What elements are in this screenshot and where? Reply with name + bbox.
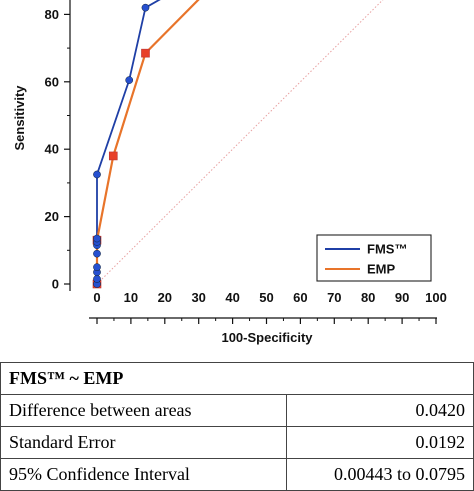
row-value-standard-error: 0.0192 [286, 426, 474, 459]
legend-box [316, 234, 432, 282]
row-label-difference: Difference between areas [0, 394, 287, 427]
fms-point [93, 263, 101, 271]
x-tick-label: 80 [361, 290, 375, 305]
table-row: Standard Error 0.0192 [0, 426, 474, 459]
y-tick-label: 40 [45, 142, 59, 157]
row-value-confidence-interval: 0.00443 to 0.0795 [286, 458, 474, 491]
y-tick-label: 80 [45, 7, 59, 22]
y-tick-label: 0 [52, 277, 59, 292]
y-tick-label: 20 [45, 209, 59, 224]
fms-point [93, 234, 101, 243]
row-label-standard-error: Standard Error [0, 426, 287, 459]
emp-point [141, 48, 150, 58]
x-tick-label: 30 [191, 290, 205, 305]
table-header-row: FMS™ ~ EMP [0, 362, 474, 395]
x-tick-label: 0 [93, 290, 100, 305]
diagonal-reference-line [96, 0, 384, 285]
x-tick-label: 90 [395, 290, 409, 305]
fms-point [125, 76, 134, 84]
x-tick-label: 100 [425, 290, 447, 305]
fms-point [141, 3, 150, 12]
row-label-confidence-interval: 95% Confidence Interval [0, 458, 287, 491]
series-line-fms [96, 0, 161, 284]
x-axis-title: 100-Specificity [221, 330, 313, 345]
emp-point [108, 151, 118, 161]
x-tick-label: 70 [327, 290, 341, 305]
legend-label: FMS™ [367, 242, 407, 257]
legend-label: EMP [367, 262, 396, 277]
roc-chart: 0 20 40 60 80 0 10 20 30 40 50 60 70 80 90 100 100-Speci… [12, 0, 447, 345]
x-tick-label: 60 [293, 290, 307, 305]
fms-point [93, 249, 101, 258]
fms-point [93, 170, 101, 179]
x-tick-label: 20 [158, 290, 172, 305]
y-axis-title: Sensitivity [12, 85, 27, 151]
table-row: Difference between areas 0.0420 [0, 394, 474, 427]
series-line-emp [95, 0, 200, 284]
x-tick-label: 10 [124, 290, 138, 305]
row-value-difference: 0.0420 [286, 394, 474, 427]
x-tick-label: 40 [225, 290, 239, 305]
comparison-table: FMS™ ~ EMP Difference between areas 0.04… [0, 362, 474, 491]
y-tick-label: 60 [45, 74, 59, 89]
table-row: 95% Confidence Interval 0.00443 to 0.079… [0, 458, 474, 491]
table-header: FMS™ ~ EMP [0, 362, 474, 395]
x-tick-label: 50 [259, 290, 273, 305]
fms-point [93, 275, 101, 283]
